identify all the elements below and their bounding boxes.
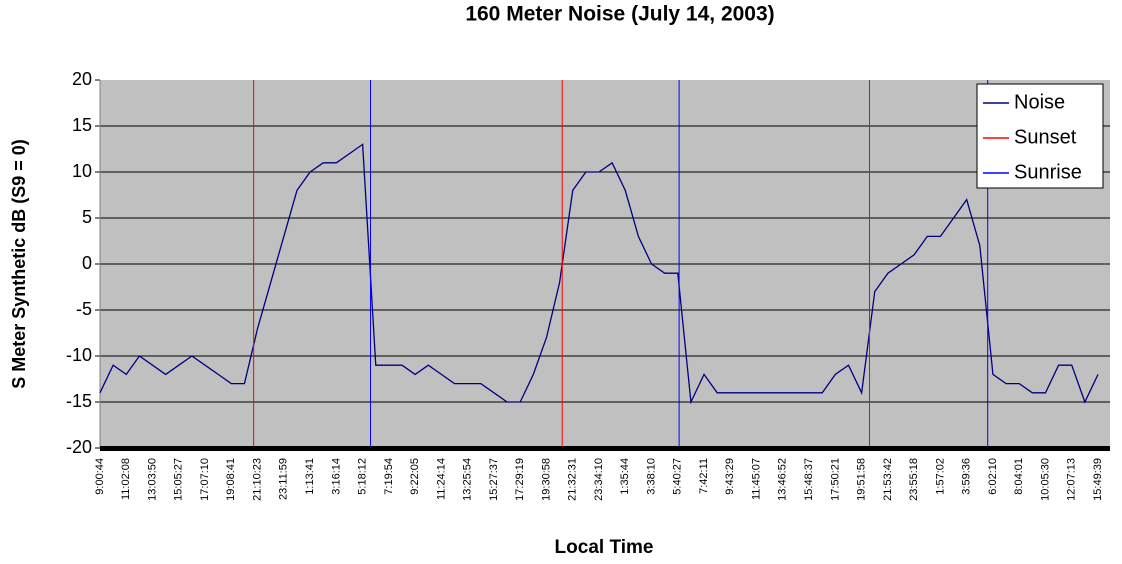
legend-box (976, 83, 1104, 189)
x-tick-label: 13:25:54 (462, 458, 474, 501)
x-tick-label: 3:16:14 (330, 458, 342, 495)
x-tick-label: 5:18:12 (357, 458, 369, 495)
x-tick-label: 9:00:44 (94, 458, 106, 495)
y-axis-title: S Meter Synthetic dB (S9 = 0) (9, 139, 29, 389)
y-tick-label: -15 (66, 391, 92, 411)
x-tick-label: 15:05:27 (173, 458, 185, 501)
chart-title: 160 Meter Noise (July 14, 2003) (465, 3, 774, 26)
x-tick-label: 8:04:01 (1013, 458, 1025, 495)
x-tick-label: 11:02:08 (120, 458, 132, 500)
x-tick-label: 15:48:37 (803, 458, 815, 501)
y-tick-label: 20 (72, 69, 92, 89)
y-tick-label: 5 (82, 207, 92, 227)
x-tick-label: 19:08:41 (225, 458, 237, 501)
y-tick-label: 0 (82, 253, 92, 273)
x-tick-label: 10:05:30 (1039, 458, 1051, 501)
legend-label: Sunset (1014, 126, 1077, 148)
x-tick-label: 6:02:10 (987, 458, 999, 495)
x-tick-label: 21:10:23 (251, 458, 263, 501)
x-tick-label: 12:07:13 (1066, 458, 1078, 501)
x-tick-label: 17:29:19 (514, 458, 526, 501)
x-tick-label: 17:50:21 (829, 458, 841, 501)
x-tick-label: 1:13:41 (304, 458, 316, 495)
x-tick-label: 5:40:27 (672, 458, 684, 495)
x-tick-label: 9:43:29 (724, 458, 736, 495)
x-tick-label: 13:46:52 (777, 458, 789, 501)
x-tick-label: 13:03:50 (146, 458, 158, 501)
x-tick-label: 19:51:58 (856, 458, 868, 501)
y-tick-label: -5 (76, 299, 92, 319)
x-tick-label: 11:24:14 (435, 458, 447, 500)
x-tick-label: 3:59:36 (961, 458, 973, 495)
x-tick-label: 3:38:10 (645, 458, 657, 495)
x-tick-label: 23:11:59 (278, 458, 290, 500)
x-tick-label: 19:30:58 (540, 458, 552, 501)
y-tick-label: -10 (66, 345, 92, 365)
x-tick-label: 7:42:11 (698, 458, 710, 494)
x-tick-label: 21:53:42 (882, 458, 894, 501)
x-tick-label: 1:35:44 (619, 458, 631, 495)
x-tick-label: 15:27:37 (488, 458, 500, 501)
x-tick-label: 11:45:07 (750, 458, 762, 500)
y-tick-label: 10 (72, 161, 92, 181)
x-axis (100, 446, 1110, 451)
y-tick-label: -20 (66, 437, 92, 457)
legend-label: Noise (1014, 91, 1065, 113)
legend-label: Sunrise (1014, 161, 1082, 183)
x-tick-label: 7:19:54 (383, 458, 395, 495)
x-tick-label: 23:34:10 (593, 458, 605, 501)
noise-line (99, 143, 1099, 405)
x-tick-label: 21:32:31 (567, 458, 579, 501)
x-tick-label: 1:57:02 (934, 458, 946, 495)
x-tick-label: 9:22:05 (409, 458, 421, 495)
y-tick-label: 15 (72, 115, 92, 135)
x-tick-label: 23:55:18 (908, 458, 920, 501)
x-tick-label: 17:07:10 (199, 458, 211, 501)
x-axis-title: Local Time (555, 537, 654, 558)
x-tick-label: 15:49:39 (1092, 458, 1104, 501)
